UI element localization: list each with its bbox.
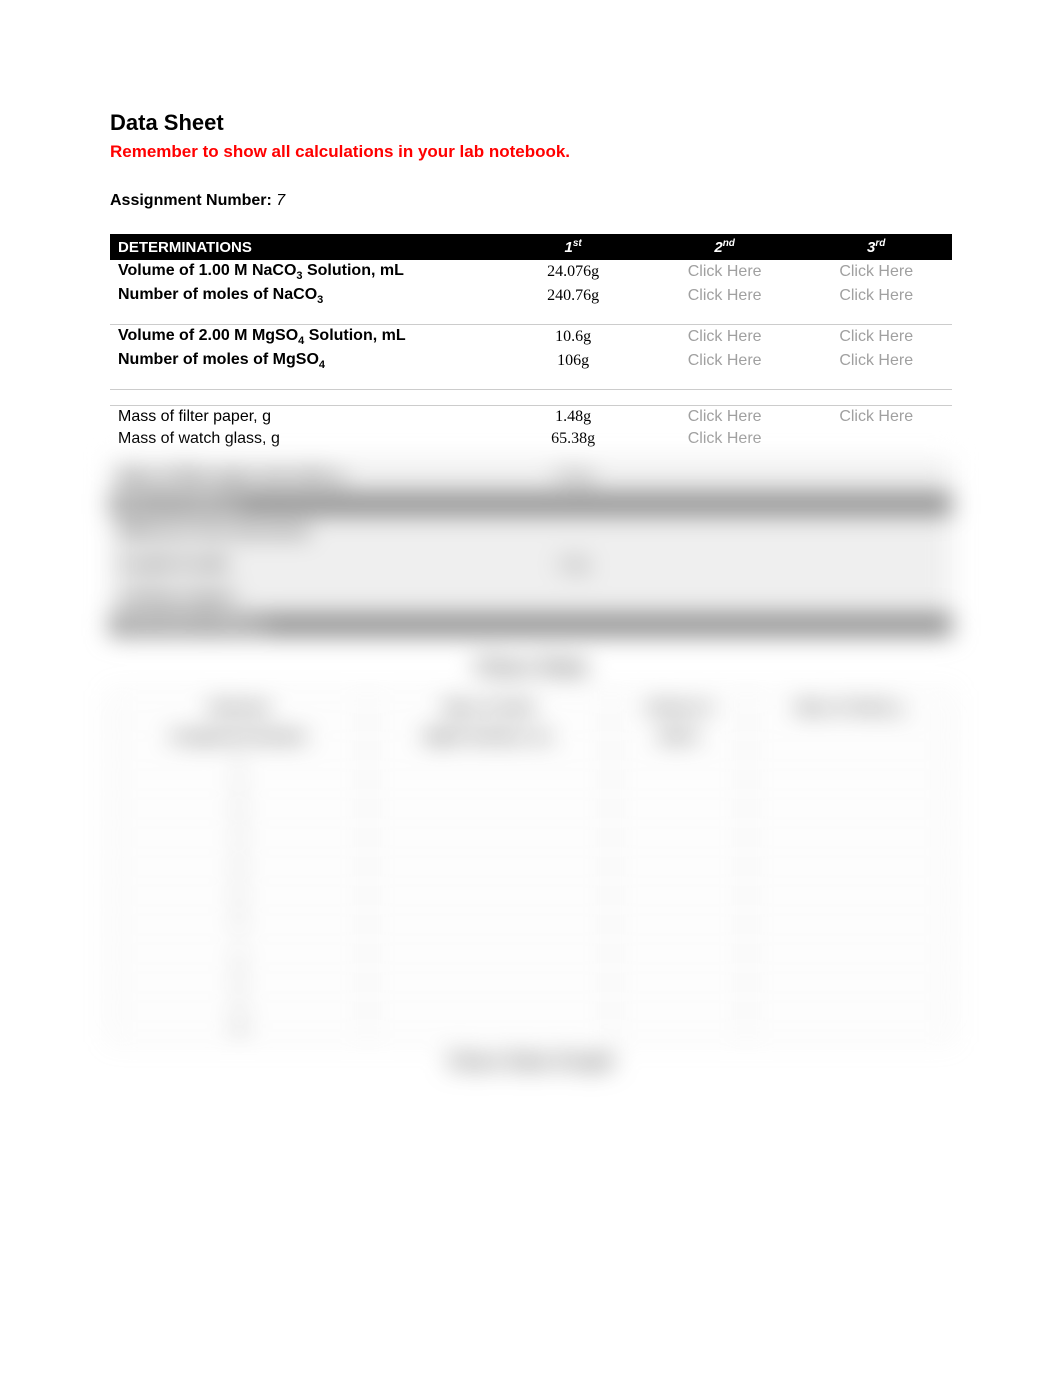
cell-value[interactable]: 106g [497,349,649,373]
cell-placeholder[interactable]: Click Here [800,324,952,349]
table-row: Volume of 1.00 M NaCO3 Solution, mL 24.0… [110,260,952,284]
cell-value[interactable]: 1.48g [497,405,649,428]
header-col-1: 1st [497,234,649,260]
row-label: Volume of 2.00 M MgSO4 Solution, mL [110,324,497,349]
table-row: Number of moles of NaCO3 240.76g Click H… [110,284,952,308]
determinations-table: DETERMINATIONS 1st 2nd 3rd Volume of 1.0… [110,234,952,450]
cell-placeholder[interactable]: Click Here [649,405,801,428]
class-table-row: 7 [111,924,952,953]
class-table-row: 6 [111,895,952,924]
class-table-row: 10 [111,1011,952,1040]
row-label: Mass of watch glass, g [110,428,497,450]
class-table-subheader: Assignment Number MgSO Solution, mL NaCO [111,721,952,750]
row-label: Number of moles of MgSO4 [110,349,497,373]
assignment-value: 7 [276,192,285,209]
cell-placeholder[interactable]: Click Here [800,405,952,428]
cell-placeholder[interactable]: Click Here [649,284,801,308]
assignment-label: Assignment Number: [110,192,276,209]
header-col-2: 2nd [649,234,801,260]
table-header-row: DETERMINATIONS 1st 2nd 3rd [110,234,952,260]
warning-text: Remember to show all calculations in you… [110,142,952,162]
header-col-3: 3rd [800,234,952,260]
cell-placeholder[interactable] [800,428,952,450]
cell-placeholder[interactable]: Click Here [649,349,801,373]
table-row: Volume of 2.00 M MgSO4 Solution, mL 10.6… [110,324,952,349]
cell-placeholder[interactable]: Click Here [649,260,801,284]
cell-value[interactable]: 10.6g [497,324,649,349]
class-table-row: 3 [111,808,952,837]
row-label: Number of moles of NaCO3 [110,284,497,308]
table-row: Mass of watch glass, g 65.38g Click Here [110,428,952,450]
assignment-number: Assignment Number: 7 [110,192,952,210]
blurred-rows: Mass of filter paper and solid, g70.2g M… [110,460,952,636]
row-label: Mass of filter paper, g [110,405,497,428]
class-table-row: 9 [111,982,952,1011]
cell-placeholder[interactable]: Click Here [800,349,952,373]
class-table-row: 8 [111,953,952,982]
table-row: Mass of filter paper, g 1.48g Click Here… [110,405,952,428]
class-data-graph-title: Class Data Graph [110,1051,952,1074]
class-table-row: 4 [111,837,952,866]
table-row: Number of moles of MgSO4 106g Click Here… [110,349,952,373]
class-table-header: Unknown Mass of Solid Volume of Mass of … [111,692,952,721]
page-title: Data Sheet [110,110,952,136]
cell-value[interactable]: 24.076g [497,260,649,284]
class-data-title: Class Data [110,654,952,680]
class-table-row: 5 [111,866,952,895]
cell-placeholder[interactable]: Click Here [800,260,952,284]
blurred-preview-region: Mass of filter paper and solid, g70.2g M… [110,460,952,1074]
cell-placeholder[interactable]: Click Here [649,428,801,450]
section-divider [110,373,952,389]
section-divider [110,389,952,405]
class-data-table: Unknown Mass of Solid Volume of Mass of … [110,692,952,1041]
class-table-row: 1 [111,750,952,779]
cell-value[interactable]: 65.38g [497,428,649,450]
section-divider [110,308,952,324]
cell-value[interactable]: 240.76g [497,284,649,308]
class-table-row: 2 [111,779,952,808]
row-label: Volume of 1.00 M NaCO3 Solution, mL [110,260,497,284]
header-determinations: DETERMINATIONS [110,234,497,260]
cell-placeholder[interactable]: Click Here [800,284,952,308]
cell-placeholder[interactable]: Click Here [649,324,801,349]
